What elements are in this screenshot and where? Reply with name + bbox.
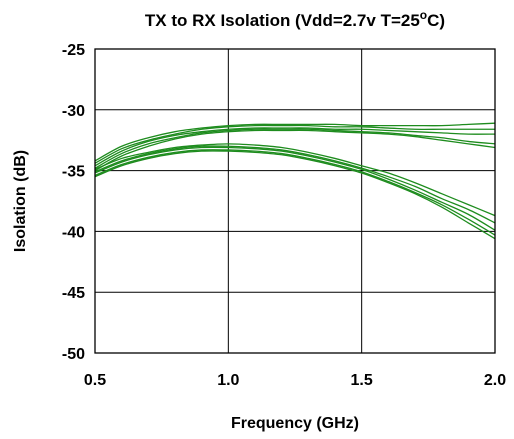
series-line-9 (94, 149, 496, 236)
series-line-8 (94, 146, 496, 231)
y-axis-label: Isolation (dB) (12, 150, 29, 252)
grid-lines (95, 49, 495, 353)
chart-title-main: TX to RX Isolation (Vdd=2.7v T=25 (145, 11, 420, 30)
series-line-10 (94, 150, 496, 240)
chart-title-degree: o (420, 8, 427, 22)
series-group (94, 122, 496, 240)
y-tick-label: -25 (62, 42, 85, 59)
y-tick-label: -40 (62, 224, 85, 241)
series-line-6 (94, 143, 496, 217)
plot-frame (94, 48, 496, 354)
y-tick-labels: -25 -30 -35 -40 -45 -50 (62, 42, 85, 363)
series-line-2 (94, 124, 495, 164)
x-tick-label: 1.0 (217, 372, 239, 389)
series-line-5 (94, 129, 496, 172)
chart-title-suffix: C) (427, 11, 445, 30)
x-tick-labels: 0.5 1.0 1.5 2.0 (84, 372, 506, 389)
x-tick-label: 2.0 (484, 372, 506, 389)
y-tick-label: -30 (62, 103, 85, 120)
x-axis-label: Frequency (GHz) (231, 415, 359, 432)
series-line-4 (94, 128, 496, 169)
x-tick-label: 0.5 (84, 372, 106, 389)
series-line-7 (94, 145, 496, 224)
y-tick-label: -45 (62, 285, 85, 302)
chart-title: TX to RX Isolation (Vdd=2.7v T=25oC) (145, 8, 445, 30)
x-tick-label: 1.5 (351, 372, 373, 389)
series-line-1 (94, 122, 496, 162)
series-line-3 (94, 127, 496, 167)
y-tick-label: -35 (62, 164, 85, 181)
y-tick-label: -50 (62, 346, 85, 363)
